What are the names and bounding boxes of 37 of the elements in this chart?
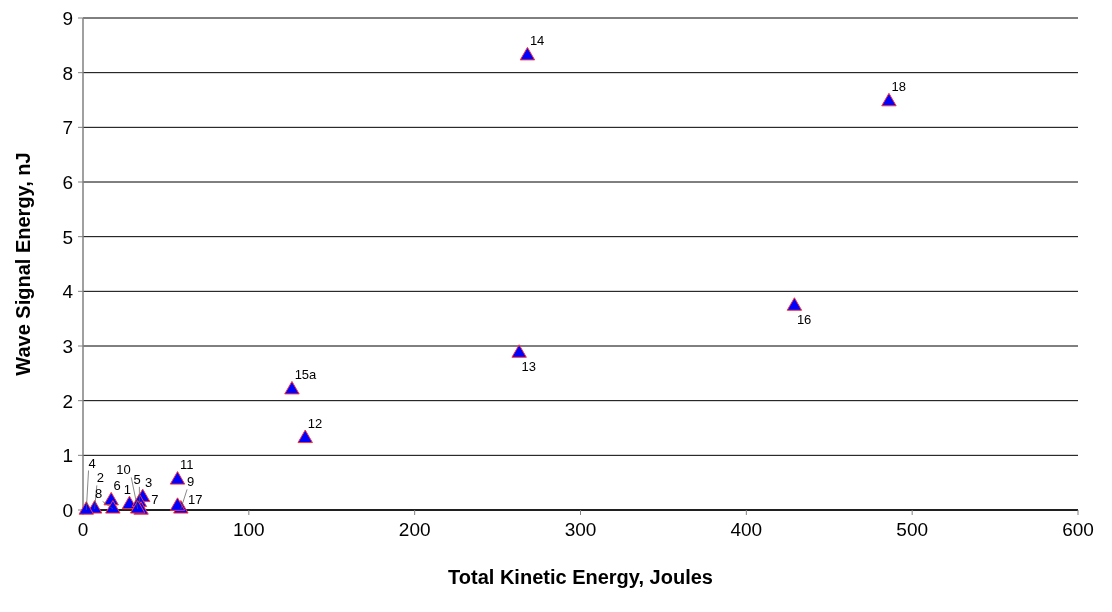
x-tick-label: 0 [77,519,89,540]
y-tick-label: 0 [62,500,73,521]
y-tick-label: 9 [62,8,73,29]
annotation: 11 [179,457,194,473]
x-tick-label: 600 [1062,519,1094,540]
annotation: 4 [88,455,96,471]
annotation: 18 [891,79,906,95]
y-tick-label: 7 [62,117,73,139]
y-tick-label: 3 [62,336,73,357]
annotation: 12 [307,415,323,431]
x-tick-label: 500 [896,519,929,540]
annotation: 10 [116,462,131,478]
y-tick-label: 4 [62,281,74,303]
x-tick-label: 400 [730,519,763,540]
y-tick-label: 5 [62,226,73,248]
x-axis-title: Total Kinetic Energy, Joules [448,566,713,588]
annotation: 2 [96,470,105,486]
annotation: 5 [133,471,141,487]
annotation: 6 [113,478,121,494]
y-axis-title: Wave Signal Energy, nJ [12,152,34,376]
annotation: 8 [95,486,103,502]
y-tick-label: 8 [62,62,73,84]
annotation: 1 [123,482,131,498]
annotation: 3 [144,474,153,490]
annotation: 17 [187,491,203,507]
annotation: 16 [796,311,812,327]
annotation: 9 [187,474,195,490]
annotation: 15a [294,367,318,383]
annotation: 7 [151,491,159,507]
x-tick-label: 300 [564,519,597,540]
annotation: 14 [529,33,545,49]
x-tick-label: 100 [232,519,265,540]
annotation: 13 [521,358,537,374]
y-tick-label: 6 [62,172,73,193]
y-tick-label: 2 [62,390,73,412]
x-tick-label: 200 [398,519,431,540]
y-tick-label: 1 [62,445,73,467]
